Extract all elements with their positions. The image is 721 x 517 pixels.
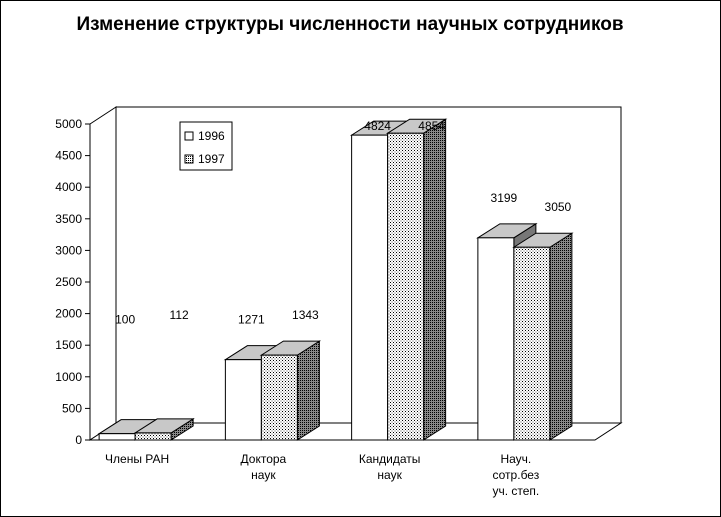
x-tick-label: Кандидаты <box>359 452 421 466</box>
bar-1997-3 <box>512 232 574 441</box>
legend-swatch-1997 <box>184 154 194 164</box>
chart-title: Изменение структуры численности научных … <box>76 14 624 35</box>
data-label-1996-1: 1271 <box>238 313 265 327</box>
data-label-1996-0: 100 <box>115 313 135 327</box>
bar-1997-2 <box>385 118 448 441</box>
bar-front <box>224 359 262 441</box>
x-tick-label: Члены РАН <box>105 452 169 466</box>
y-tick-label: 500 <box>62 401 82 415</box>
x-tick-label: уч. степ. <box>492 484 539 498</box>
side-wall <box>89 106 117 441</box>
y-tick-label: 3000 <box>55 243 82 257</box>
bar-1997-1 <box>259 340 322 441</box>
x-tick-label: сотр.без <box>493 468 540 482</box>
bar-front <box>134 432 172 441</box>
bar-front <box>260 354 298 441</box>
y-tick-label: 2500 <box>55 275 82 289</box>
data-label-1996-3: 3199 <box>491 191 518 205</box>
bar-side <box>423 118 447 441</box>
bar-front <box>98 433 136 441</box>
x-tick-label: наук <box>251 468 276 482</box>
bar-1997-0 <box>133 418 195 441</box>
data-label-1997-3: 3050 <box>545 200 572 214</box>
y-tick-label: 1000 <box>55 370 82 384</box>
bar-front <box>477 237 515 441</box>
legend-label-1997: 1997 <box>198 152 225 166</box>
y-tick-label: 5000 <box>55 117 82 131</box>
legend-label-1996: 1996 <box>198 129 225 143</box>
bar-side <box>296 340 320 441</box>
y-tick-label: 0 <box>75 433 82 447</box>
y-tick-label: 4500 <box>55 149 82 163</box>
bar-front <box>387 132 425 441</box>
y-tick-label: 1500 <box>55 338 82 352</box>
y-tick-label: 4000 <box>55 180 82 194</box>
data-label-1997-2: 4854 <box>418 119 445 133</box>
y-tick-label: 3500 <box>55 212 82 226</box>
legend-swatch-1996 <box>184 131 194 141</box>
bar-side <box>549 232 573 441</box>
bar-front <box>513 246 551 441</box>
y-tick-label: 2000 <box>55 307 82 321</box>
x-tick-label: Науч. <box>500 452 531 466</box>
bar-front <box>351 134 389 441</box>
data-label-1997-0: 112 <box>170 308 189 322</box>
data-label-1996-2: 4824 <box>364 119 391 133</box>
data-label-1997-1: 1343 <box>292 308 319 322</box>
x-tick-label: наук <box>377 468 402 482</box>
x-tick-label: Доктора <box>241 452 287 466</box>
